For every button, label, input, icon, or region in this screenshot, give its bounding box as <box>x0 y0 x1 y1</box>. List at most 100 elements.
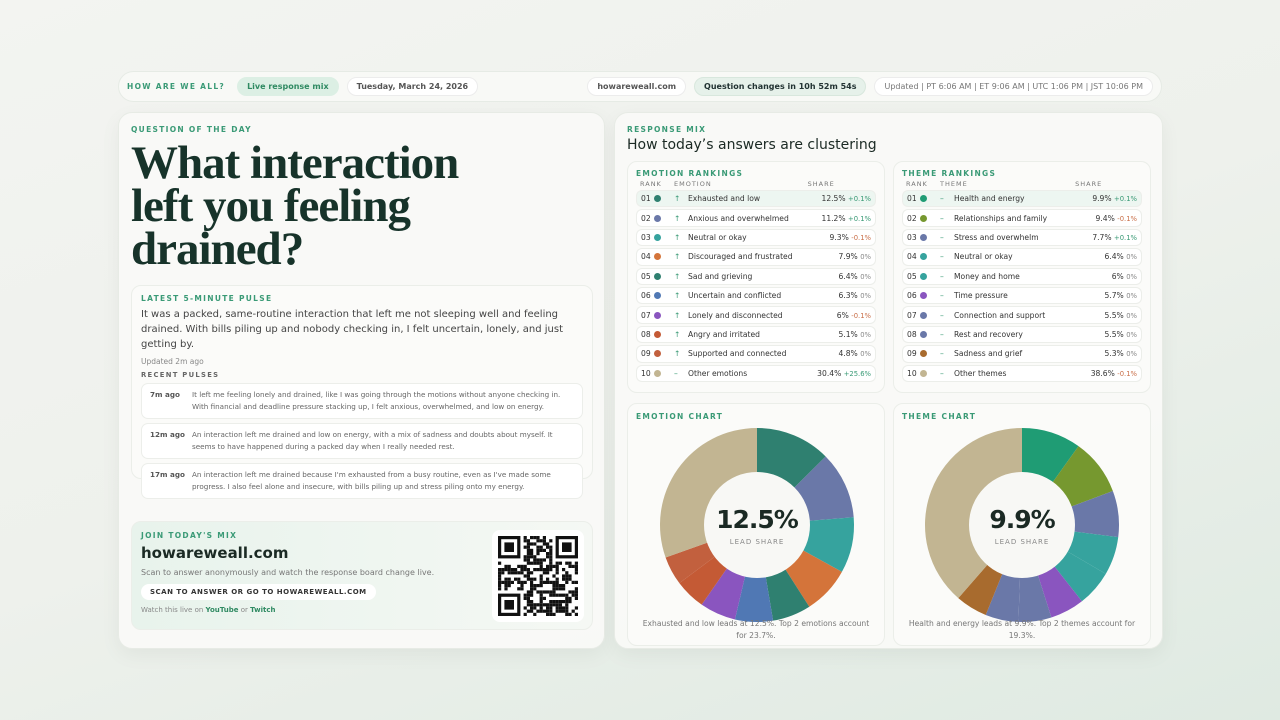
twitch-link[interactable]: Twitch <box>250 606 276 614</box>
pulse-body: An interaction left me drained and low o… <box>192 430 553 451</box>
ranking-row[interactable]: 06 ↑ Uncertain and conflicted 6.3% 0% <box>636 286 876 305</box>
ranking-row[interactable]: 07 ↑ Lonely and disconnected 6% -0.1% <box>636 306 876 324</box>
emotion-chart-label: EMOTION CHART <box>636 412 724 421</box>
pulse-text: It was a packed, same-routine interactio… <box>141 309 563 350</box>
color-dot <box>653 350 661 358</box>
donut-slice-3 <box>1068 490 1119 538</box>
trend-icon: ↑ <box>674 271 681 281</box>
rank: 10 <box>907 368 917 378</box>
row-name: Exhausted and low <box>688 194 761 204</box>
theme-chart-label: THEME CHART <box>902 412 977 421</box>
row-change: 0% <box>1126 311 1137 320</box>
trend-icon: – <box>940 310 944 320</box>
ranking-row[interactable]: 10 – Other emotions 30.4% +25.6% <box>636 364 876 382</box>
color-dot <box>919 233 927 241</box>
donut-slice-2 <box>792 456 854 521</box>
row-name: Relationships and family <box>954 213 1048 223</box>
join-site[interactable]: howareweall.com <box>141 544 289 562</box>
ranking-row[interactable]: 05 ↑ Sad and grieving 6.4% 0% <box>636 267 876 285</box>
watch-prefix: Watch this live on <box>141 606 204 614</box>
site-pill[interactable]: howareweall.com <box>587 77 687 96</box>
row-change: +0.1% <box>848 214 871 223</box>
ranking-row[interactable]: 08 ↑ Angry and irritated 5.1% 0% <box>636 325 876 344</box>
rank: 06 <box>907 291 917 301</box>
row-change: +0.1% <box>1114 195 1137 204</box>
color-dot <box>653 292 661 300</box>
row-change: 0% <box>860 292 871 301</box>
emotion-caption: Exhausted and low leads at 12.5%. Top 2 … <box>642 619 870 640</box>
qr-code[interactable] <box>492 530 584 622</box>
row-name: Neutral or okay <box>688 232 747 242</box>
ranking-row[interactable]: 05 – Money and home 6% 0% <box>902 267 1142 285</box>
ranking-row[interactable]: 01 ↑ Exhausted and low 12.5% +0.1% <box>636 190 876 208</box>
row-share: 12.5% <box>821 194 846 204</box>
emotion-chart-card: EMOTION CHART 12.5% LEAD SHARE Exhausted … <box>627 403 885 646</box>
row-share: 9.3% <box>829 232 849 242</box>
pulse-body: An interaction left me drained because I… <box>192 470 551 491</box>
emotion-lead-value: 12.5% <box>716 504 799 534</box>
live-badge[interactable]: Live response mix <box>237 77 339 96</box>
donut-slice-7 <box>701 566 746 620</box>
scan-button[interactable]: SCAN TO ANSWER OR GO TO HOWAREWEALL.COM <box>141 584 376 600</box>
join-desc: Scan to answer anonymously and watch the… <box>141 568 435 577</box>
ranking-row[interactable]: 10 – Other themes 38.6% -0.1% <box>902 364 1142 382</box>
or-text: or <box>240 606 248 614</box>
rank: 08 <box>641 329 651 339</box>
color-dot <box>919 253 927 261</box>
ranking-row[interactable]: 03 ↑ Neutral or okay 9.3% -0.1% <box>636 228 876 247</box>
watch-line: Watch this live on YouTube or Twitch <box>141 606 583 614</box>
donut-slice-4 <box>1065 531 1119 574</box>
ranking-row[interactable]: 04 ↑ Discouraged and frustrated 7.9% 0% <box>636 248 876 266</box>
ranking-row[interactable]: 07 – Connection and support 5.5% 0% <box>902 306 1142 324</box>
row-name: Money and home <box>954 271 1020 281</box>
question-panel: QUESTION OF THE DAY What interaction lef… <box>118 112 605 649</box>
donut-slice-5 <box>1052 550 1106 602</box>
donut-slice-7 <box>1018 572 1052 622</box>
col-rank: RANK <box>906 180 928 188</box>
trend-icon: ↑ <box>674 310 681 320</box>
row-share: 5.7% <box>1104 291 1124 301</box>
brand: HOW ARE WE ALL? <box>127 82 226 91</box>
emotion-rankings: EMOTION RANKINGS RANK EMOTION SHARE 01 ↑ Exha… <box>627 161 885 393</box>
row-change: 0% <box>860 350 871 359</box>
trend-icon: ↑ <box>674 194 681 204</box>
pulse-label: LATEST 5-MINUTE PULSE <box>141 294 273 303</box>
trend-icon: ↑ <box>674 252 681 262</box>
ranking-row[interactable]: 01 – Health and energy 9.9% +0.1% <box>902 190 1142 208</box>
color-dot <box>653 330 661 338</box>
ranking-row[interactable]: 02 – Relationships and family 9.4% -0.1% <box>902 209 1142 227</box>
theme-center: 9.9% LEAD SHARE <box>969 472 1075 578</box>
col-name: EMOTION <box>674 180 712 188</box>
emotion-lead-label: LEAD SHARE <box>729 537 785 546</box>
row-share: 6% <box>836 310 849 320</box>
row-share: 4.8% <box>838 349 858 359</box>
color-dot <box>653 369 661 377</box>
ranking-row[interactable]: 03 – Stress and overwhelm 7.7% +0.1% <box>902 228 1142 247</box>
rank: 07 <box>641 310 651 320</box>
row-share: 5.5% <box>1104 310 1124 320</box>
row-share: 5.5% <box>1104 329 1124 339</box>
pulse-time: 17m ago <box>150 470 185 479</box>
ranking-row[interactable]: 09 ↑ Supported and connected 4.8% 0% <box>636 345 876 363</box>
ranking-row[interactable]: 09 – Sadness and grief 5.3% 0% <box>902 345 1142 363</box>
ranking-row[interactable]: 04 – Neutral or okay 6.4% 0% <box>902 248 1142 266</box>
youtube-link[interactable]: YouTube <box>205 606 239 614</box>
recent-pulse: 7m ago It left me feeling lonely and drai… <box>141 383 583 419</box>
row-name: Health and energy <box>954 194 1025 204</box>
donut-slice-8 <box>985 571 1021 622</box>
rank: 05 <box>641 271 651 281</box>
row-name: Anxious and overwhelmed <box>688 213 789 223</box>
ranking-row[interactable]: 02 ↑ Anxious and overwhelmed 11.2% +0.1% <box>636 209 876 227</box>
col-name: THEME <box>940 180 968 188</box>
trend-icon: – <box>940 252 944 262</box>
row-name: Uncertain and conflicted <box>688 291 782 301</box>
row-share: 6.3% <box>838 291 858 301</box>
row-share: 6.4% <box>1104 252 1124 262</box>
rank: 04 <box>641 252 651 262</box>
row-name: Supported and connected <box>688 349 787 359</box>
row-change: 0% <box>1126 292 1137 301</box>
ranking-row[interactable]: 08 – Rest and recovery 5.5% 0% <box>902 325 1142 344</box>
row-share: 5.1% <box>838 329 858 339</box>
ranking-row[interactable]: 06 – Time pressure 5.7% 0% <box>902 286 1142 305</box>
row-name: Lonely and disconnected <box>688 310 783 320</box>
